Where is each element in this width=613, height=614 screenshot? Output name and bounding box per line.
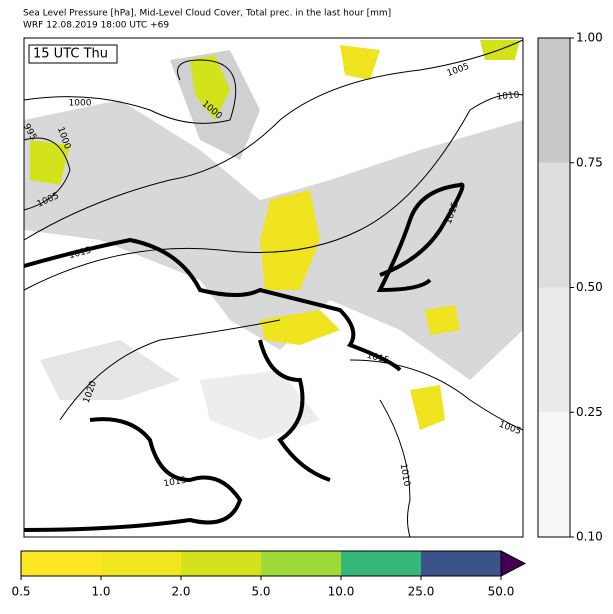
- precip-areas: [30, 40, 520, 430]
- time-label: 15 UTC Thu: [33, 47, 108, 62]
- tick-label: 1.0: [91, 585, 110, 599]
- isobar-label: 1015: [163, 476, 187, 490]
- colorbar-band: [21, 551, 102, 576]
- colorbar-band: [181, 551, 262, 576]
- colorbar-band: [538, 162, 570, 288]
- tick-label: 0.50: [576, 280, 603, 294]
- colorbar-band: [538, 38, 570, 163]
- tick-label: 10.0: [328, 585, 355, 599]
- isobar-label: 1000: [69, 99, 92, 109]
- tick-label: 0.25: [576, 405, 603, 419]
- tick-label: 50.0: [488, 585, 515, 599]
- colorbar-band: [538, 412, 570, 537]
- colorbar-band: [101, 551, 182, 576]
- cloud-colorbar: 0.10 0.25 0.50 0.75 1.00: [537, 31, 603, 544]
- title: Sea Level Pressure [hPa], Mid-Level Clou…: [23, 9, 391, 19]
- colorbar-band: [421, 551, 502, 576]
- tick-label: 0.75: [576, 155, 603, 169]
- isobars: [23, 39, 524, 538]
- tick-label: 2.0: [171, 585, 190, 599]
- map: 1000 100010009951005100510101015101510151…: [21, 37, 524, 538]
- time-label-box: [28, 44, 118, 64]
- isobar-label: 1010: [496, 90, 520, 102]
- colorbar-band: [538, 287, 570, 413]
- tick-label: 25.0: [408, 585, 435, 599]
- tick-label: 1.00: [576, 31, 603, 45]
- tick-label: 0.10: [576, 530, 603, 544]
- isobar-label: 1010: [398, 463, 412, 488]
- colorbar-band: [261, 551, 342, 576]
- colorbar-band: [341, 551, 422, 576]
- map-frame: [23, 37, 524, 538]
- thick-isobars: [23, 182, 465, 532]
- tick-label: 5.0: [251, 585, 270, 599]
- tick-label: 0.5: [11, 585, 30, 599]
- subtitle: WRF 12.08.2019 18:00 UTC +69: [23, 21, 169, 31]
- colorbar-extend: [500, 550, 527, 577]
- precip-colorbar: 0.5 1.0 2.0 5.0 10.0 25.0 50.0: [11, 550, 527, 599]
